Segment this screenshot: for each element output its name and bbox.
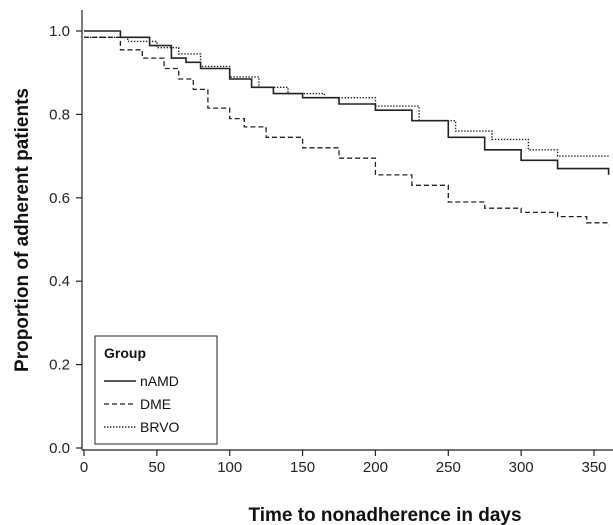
- y-tick-label: 1.0: [49, 23, 70, 40]
- y-tick-label: 0.6: [49, 190, 70, 207]
- series-line-dme: [84, 36, 610, 225]
- x-tick-label: 50: [149, 459, 166, 476]
- x-tick-label: 0: [80, 459, 88, 476]
- x-axis-title: Time to nonadherence in days: [248, 505, 521, 525]
- series-line-brvo: [84, 36, 609, 157]
- x-tick-label: 200: [363, 459, 388, 476]
- legend-label-namd: nAMD: [140, 373, 179, 389]
- y-tick-label: 0.8: [49, 106, 70, 123]
- axes: 0.0 0.2 0.4 0.6 0.8 1.0 0 50 100 150 200 250 300 350: [49, 10, 613, 476]
- legend-box: [94, 335, 218, 445]
- series-line-namd: [84, 30, 610, 175]
- legend-label-dme: DME: [140, 396, 171, 412]
- legend-label-brvo: BRVO: [140, 419, 180, 435]
- x-tick-label: 250: [436, 459, 461, 476]
- y-axis-title: Proportion of adherent patients: [12, 88, 33, 372]
- x-tick-label: 300: [509, 459, 534, 476]
- y-tick-label: 0.2: [49, 357, 70, 374]
- y-tick-label: 0.4: [49, 273, 70, 290]
- series-layer: [84, 30, 610, 225]
- x-tick-label: 100: [217, 459, 242, 476]
- x-tick-label: 150: [290, 459, 315, 476]
- legend-title: Group: [104, 345, 146, 361]
- legend: Group nAMD DME BRVO: [94, 335, 218, 445]
- x-tick-label: 350: [581, 459, 606, 476]
- y-tick-label: 0.0: [49, 440, 70, 457]
